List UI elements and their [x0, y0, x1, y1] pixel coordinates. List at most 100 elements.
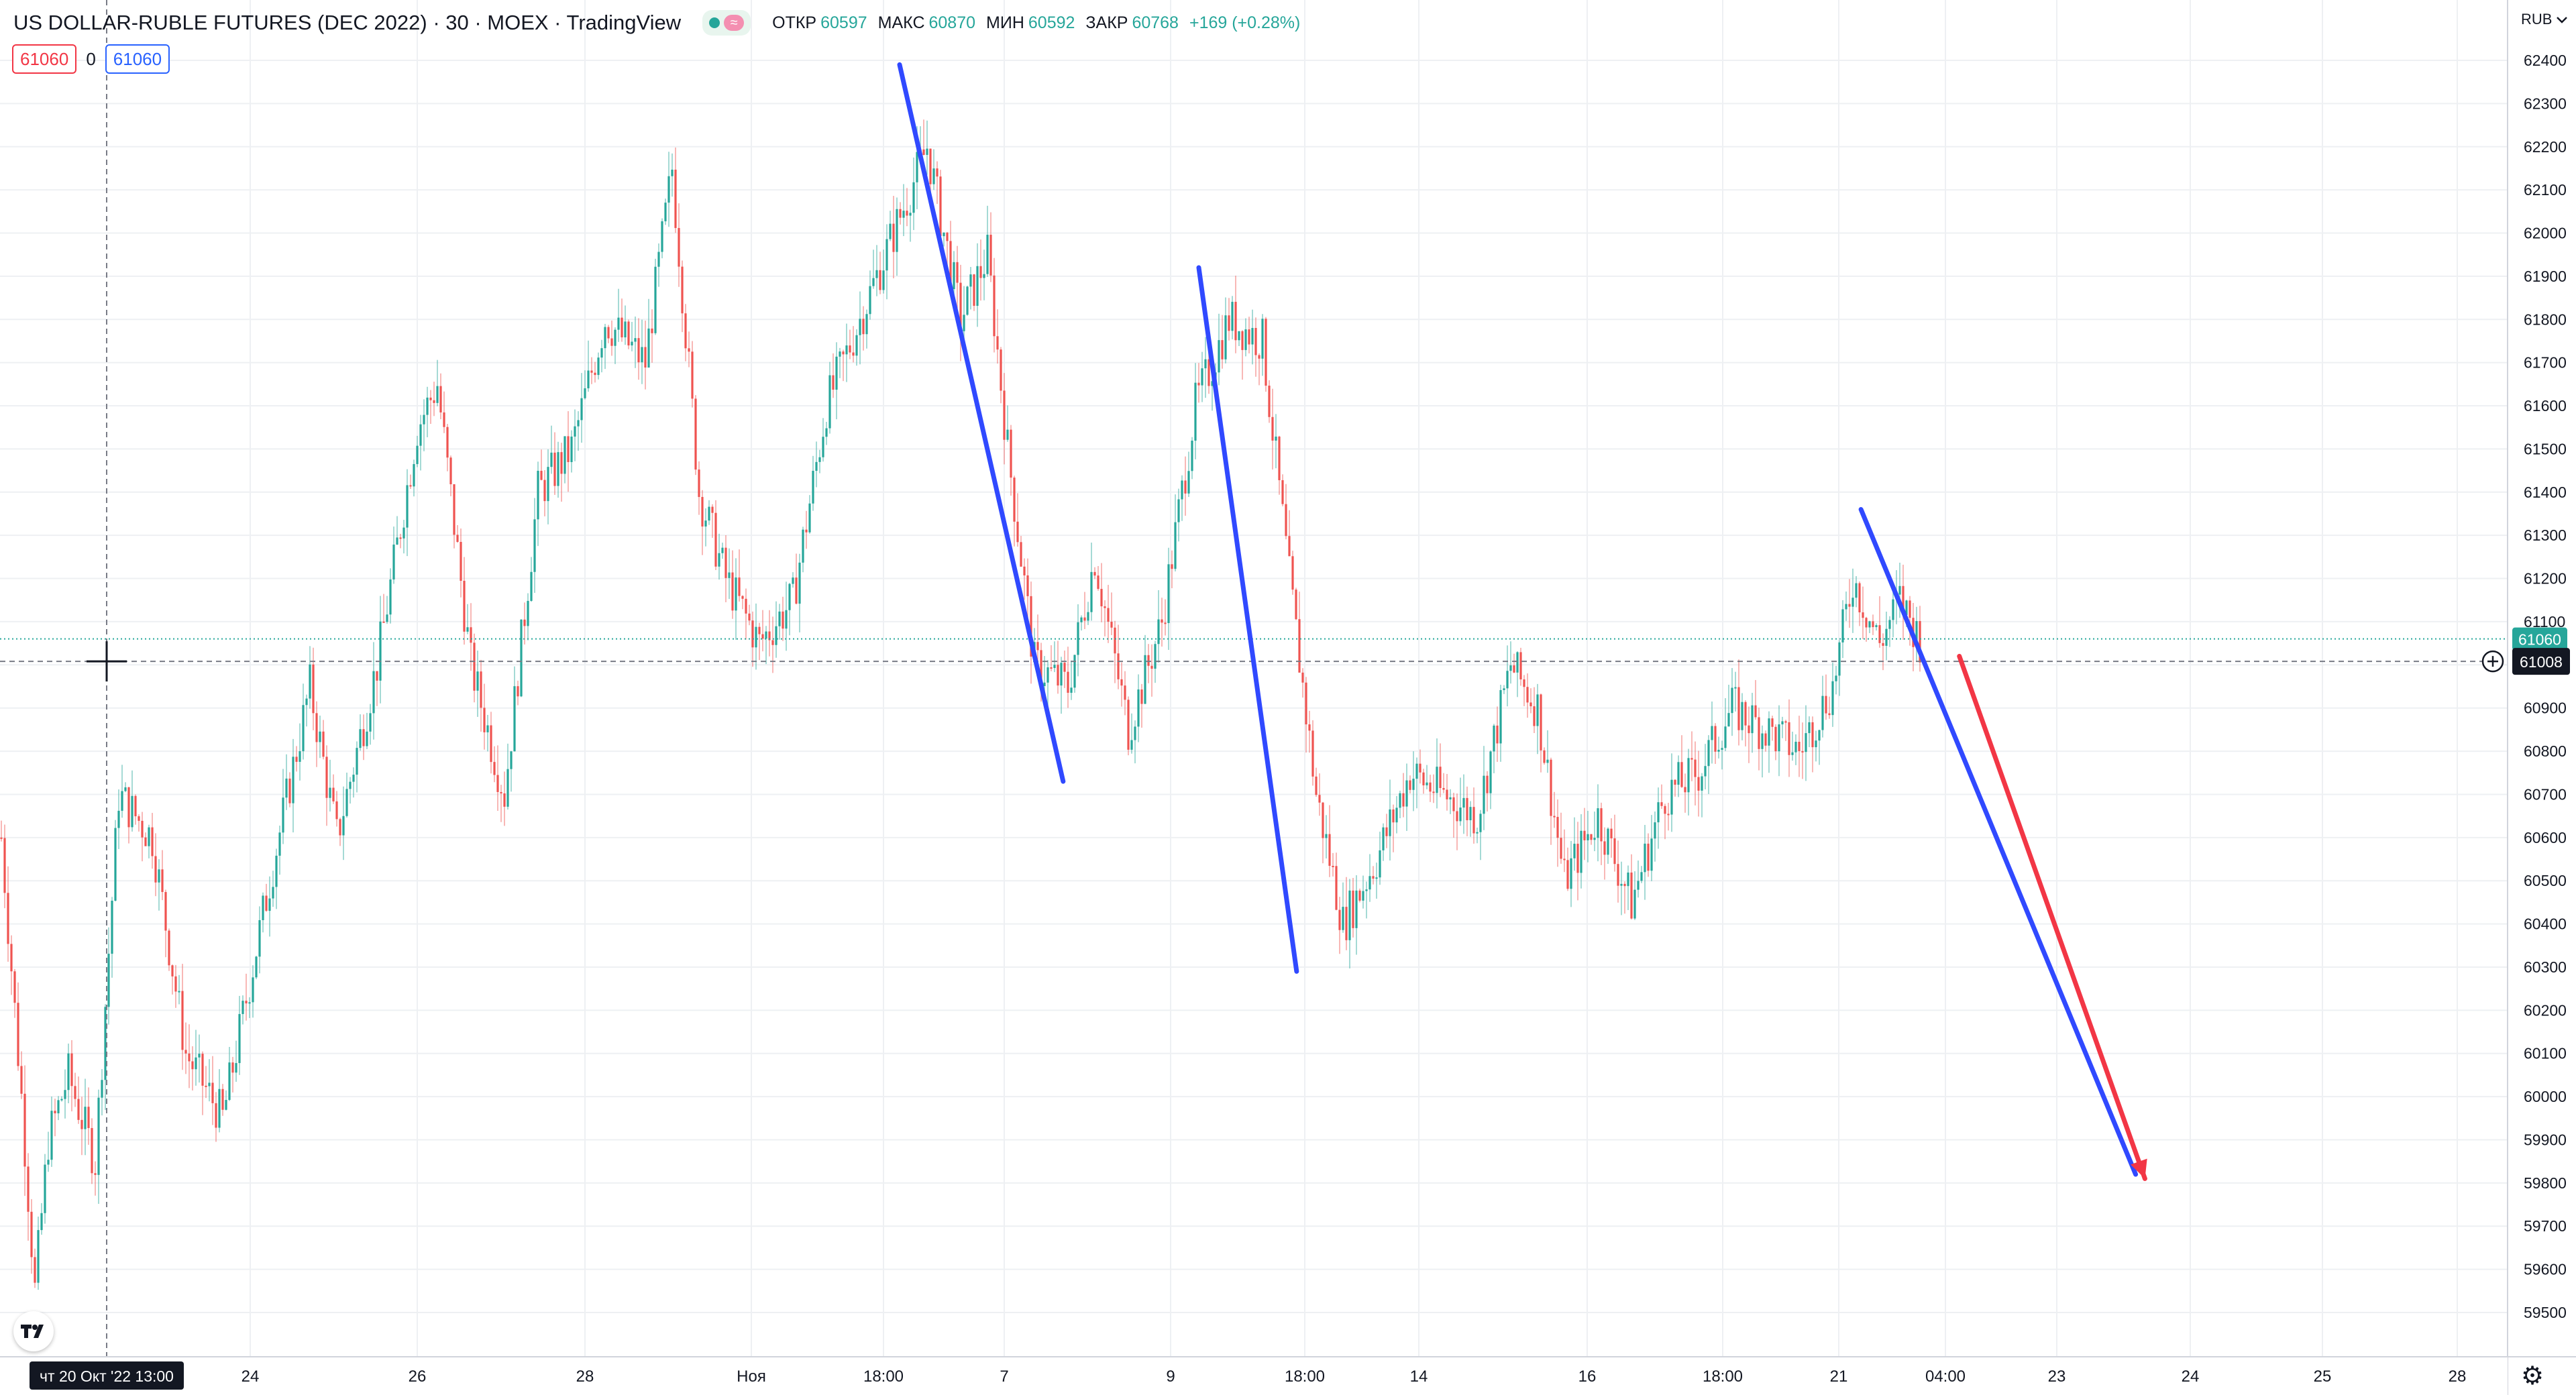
candle-body [362, 729, 365, 746]
candle-body [1905, 600, 1908, 615]
sell-button[interactable]: 61060 [12, 44, 77, 74]
candle-body [1496, 725, 1499, 744]
candle-body [1117, 653, 1120, 679]
y-tick-label: 62400 [2524, 52, 2567, 69]
y-tick-label: 60000 [2524, 1088, 2567, 1105]
candle-body [718, 553, 720, 567]
candle-body [154, 856, 157, 883]
trendline[interactable] [1858, 507, 2139, 1177]
x-tick-label: 24 [2182, 1368, 2200, 1386]
plus-circle-glyph [2487, 656, 2498, 667]
candle-body [1603, 841, 1606, 855]
candle-body [634, 338, 637, 342]
candle-body [252, 977, 254, 1003]
candle-body [805, 529, 808, 533]
candle-body [1422, 772, 1425, 785]
candle-body [1134, 726, 1136, 740]
candle-body [1774, 726, 1777, 752]
candle-body [439, 386, 442, 412]
candle-body [463, 580, 466, 632]
candle-body [788, 583, 791, 610]
candle-body [547, 467, 549, 502]
tradingview-logo-glyph [21, 1325, 44, 1338]
candle-body [10, 944, 13, 972]
candle-body [989, 234, 992, 276]
candle-body [802, 529, 804, 563]
market-status-badge[interactable]: ≈ [702, 10, 751, 36]
candle-body [1389, 809, 1391, 836]
candle-body [1858, 583, 1861, 613]
price-scale-panel[interactable] [2508, 0, 2576, 1395]
candle-body [513, 686, 516, 752]
candle-body [849, 345, 851, 353]
candle-body [466, 627, 469, 632]
candle-body [366, 731, 368, 746]
candle-body [694, 398, 697, 470]
candle-body [84, 1107, 87, 1129]
candle-body [600, 348, 603, 358]
candle-body [191, 1061, 194, 1070]
time-scale-panel[interactable] [0, 1357, 2508, 1395]
candle-body [1536, 694, 1539, 726]
candle-body [1845, 604, 1847, 610]
candle-body [1764, 733, 1767, 746]
ohlc-high-value: 60870 [928, 13, 976, 32]
candle-body [1499, 689, 1502, 744]
candle-body [473, 643, 476, 691]
candle-body [1851, 598, 1854, 607]
candle-body [429, 397, 432, 400]
candle-body [1580, 830, 1582, 873]
candle-body [1446, 789, 1448, 799]
candle-body [1543, 750, 1546, 763]
gear-icon[interactable]: ⚙ [2520, 1362, 2544, 1390]
projection-arrow-line[interactable] [1957, 653, 2147, 1181]
candle-body [161, 869, 164, 893]
trendline[interactable] [897, 62, 1066, 784]
candle-body [684, 313, 687, 349]
buy-button[interactable]: 61060 [105, 44, 170, 74]
candle-body [1721, 748, 1723, 750]
candle-body [929, 148, 932, 184]
candle-body [1355, 890, 1358, 928]
candle-body [44, 1164, 46, 1213]
candle-body [1486, 775, 1489, 793]
y-tick-label: 61200 [2524, 570, 2567, 588]
tradingview-logo-icon[interactable] [13, 1311, 54, 1351]
candle-body [1694, 759, 1697, 777]
candle-body [949, 241, 952, 290]
candle-body [1737, 687, 1740, 730]
candle-body [859, 319, 861, 335]
candle-body [1902, 585, 1904, 615]
candle-body [1466, 797, 1468, 820]
symbol-title[interactable]: US DOLLAR-RUBLE FUTURES (DEC 2022) · 30 … [13, 11, 682, 34]
candle-body [1244, 329, 1247, 350]
candle-body [1741, 702, 1743, 730]
candle-body [423, 414, 425, 425]
candle-body [1080, 617, 1083, 622]
candle-body [1147, 655, 1150, 666]
candle-body [641, 347, 643, 363]
candle-body [691, 351, 694, 399]
candle-body [1848, 604, 1851, 607]
candle-body [1120, 679, 1123, 686]
candle-body [815, 461, 818, 471]
candle-body [610, 338, 613, 346]
y-tick-label: 62000 [2524, 225, 2567, 242]
candle-body [1093, 571, 1096, 576]
y-tick-label: 60200 [2524, 1001, 2567, 1019]
chevron-down-icon[interactable] [2557, 17, 2567, 23]
candle-body [553, 452, 556, 486]
candle-body [624, 321, 627, 338]
candle-body [1181, 480, 1183, 500]
trendline[interactable] [1196, 265, 1299, 974]
candle-body [1382, 827, 1385, 850]
candle-body [1523, 679, 1525, 687]
candle-body [678, 227, 680, 267]
candle-body [302, 705, 305, 752]
candle-body [631, 341, 633, 346]
candle-body [1727, 713, 1730, 727]
candle-body [1476, 832, 1479, 834]
candle-body [1613, 838, 1616, 864]
